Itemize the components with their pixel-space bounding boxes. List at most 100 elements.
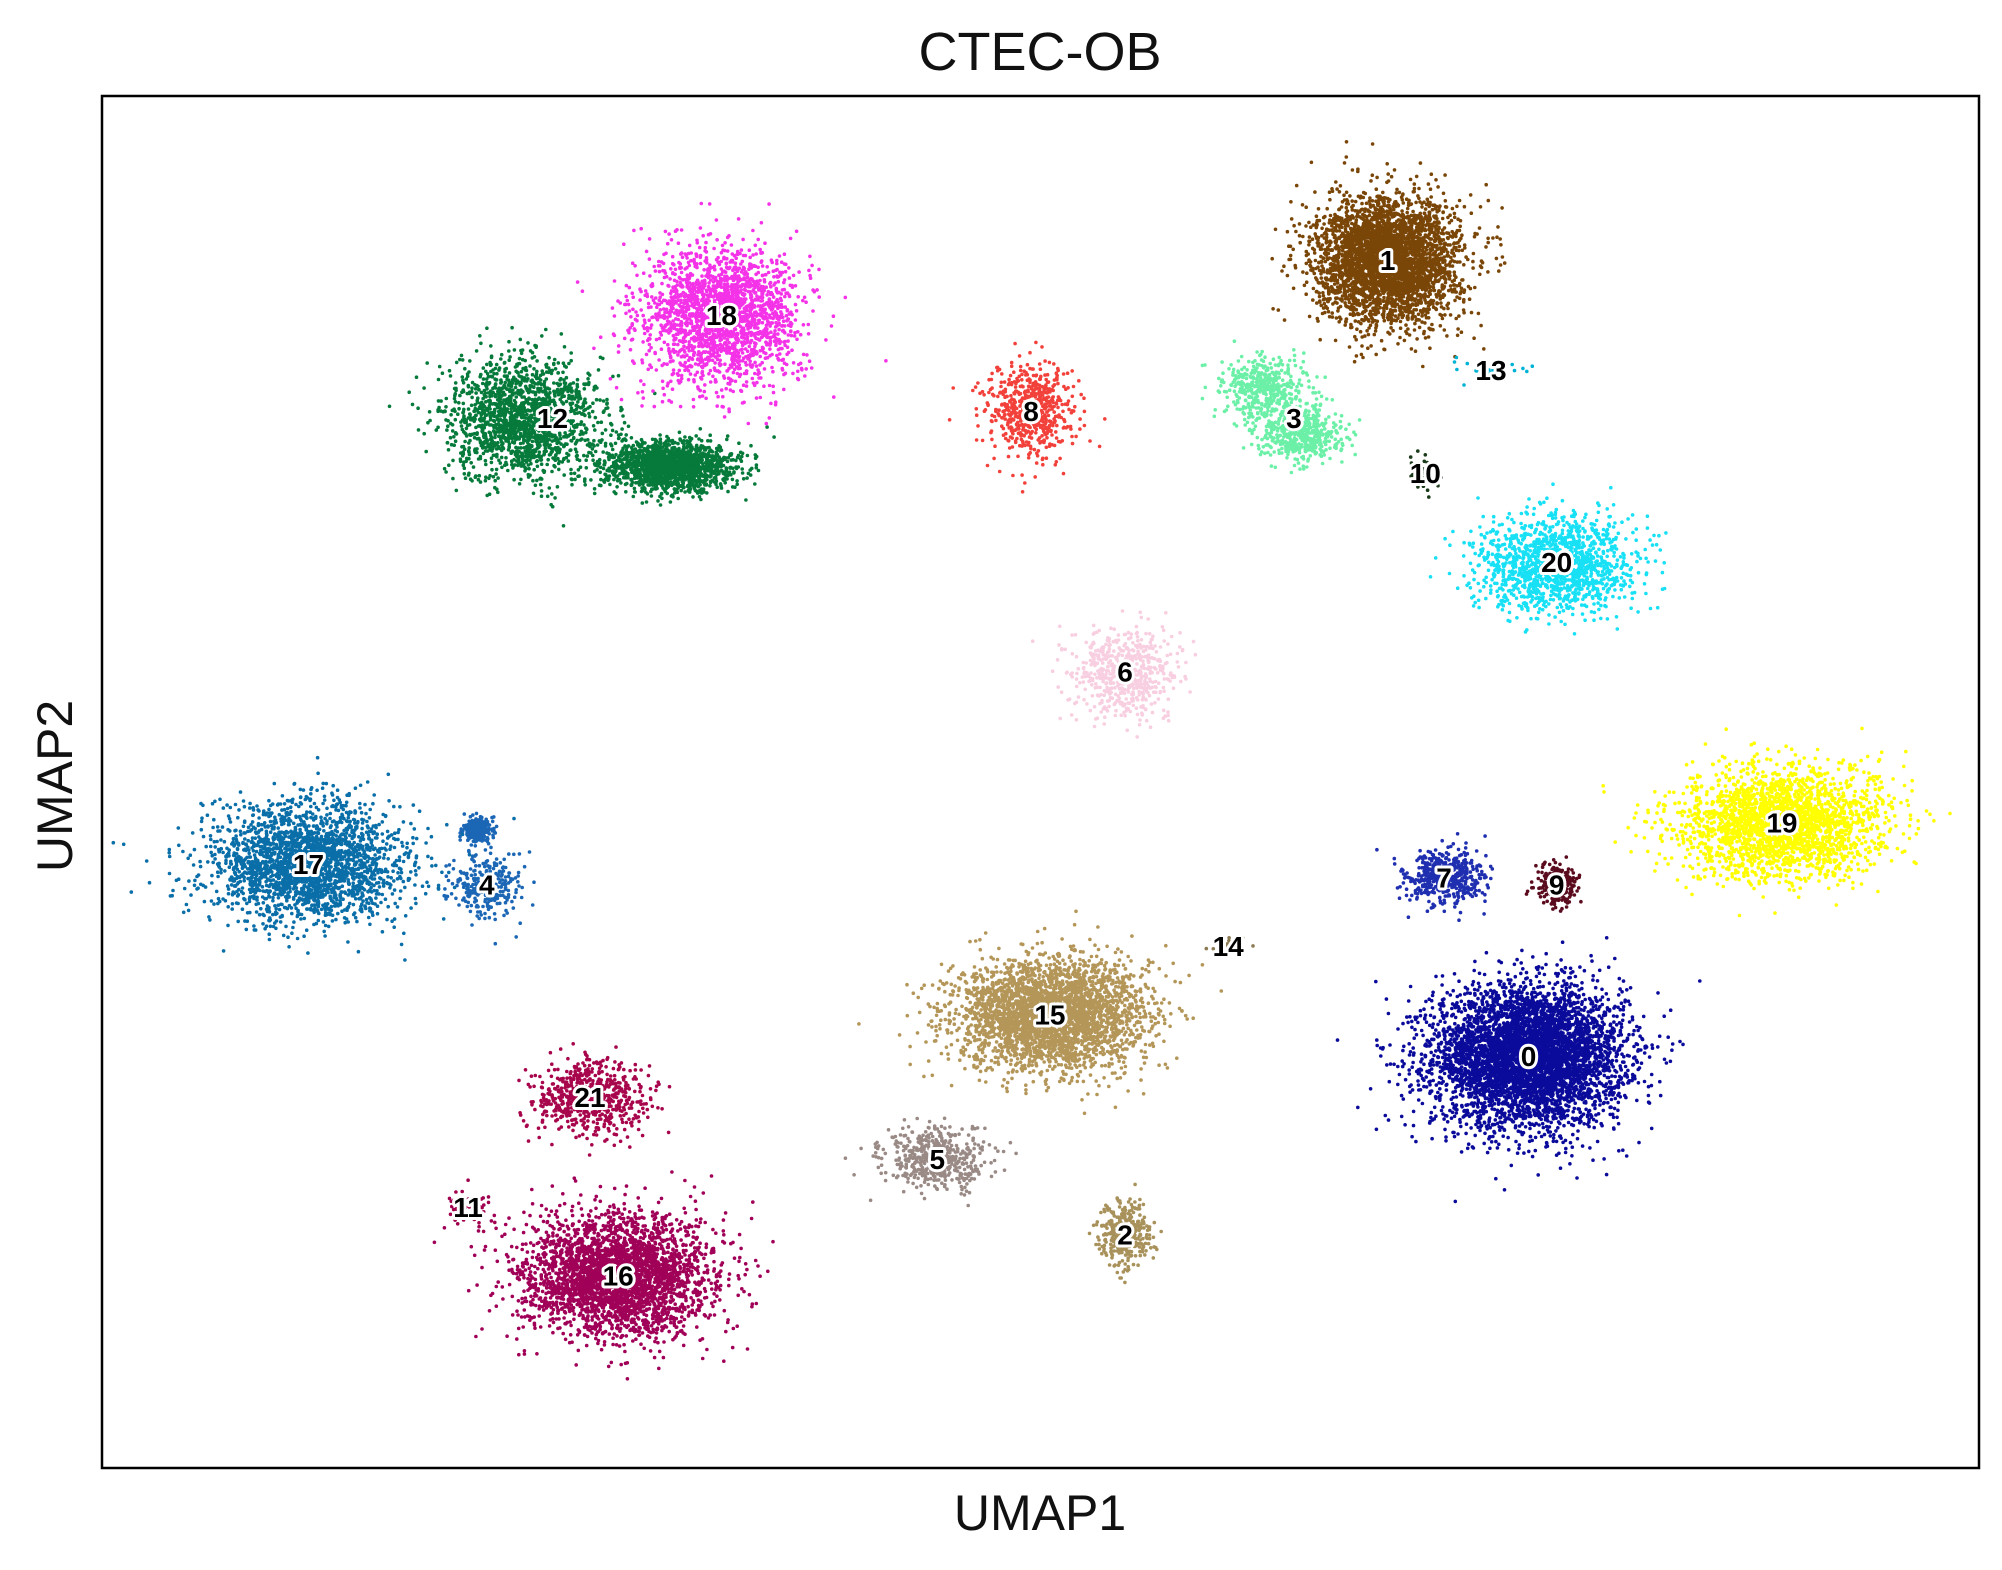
data-point (1551, 1139, 1556, 1144)
data-point (1559, 968, 1564, 972)
data-point (1518, 984, 1523, 989)
data-point (1562, 1054, 1567, 1059)
data-point (1441, 1001, 1445, 1005)
data-point (1589, 1113, 1593, 1117)
data-point (1606, 1075, 1611, 1080)
data-point (1470, 1044, 1474, 1048)
data-point (1489, 1031, 1493, 1035)
data-point (1460, 1103, 1464, 1108)
data-point (1628, 986, 1633, 990)
data-point (1589, 953, 1593, 958)
data-point (1583, 1093, 1587, 1097)
data-point (1583, 1026, 1588, 1031)
data-point (1481, 1010, 1485, 1014)
data-point (1436, 1045, 1441, 1050)
data-point (1472, 1041, 1477, 1045)
data-point (1484, 950, 1489, 955)
data-point (1475, 1064, 1480, 1069)
data-point (1491, 1027, 1496, 1031)
data-point (1577, 988, 1581, 992)
data-point (1636, 1067, 1640, 1072)
data-point (1564, 1024, 1569, 1029)
data-point (1616, 1005, 1620, 1010)
data-point (1583, 1056, 1588, 1060)
data-point (1627, 1032, 1631, 1037)
data-point (1532, 1094, 1536, 1098)
data-point (1592, 1024, 1596, 1028)
data-point (1584, 1107, 1588, 1112)
data-point (1528, 979, 1533, 983)
data-point (1476, 1125, 1480, 1130)
data-point (1429, 1115, 1433, 1120)
data-point (1670, 1042, 1675, 1046)
data-point (1453, 1037, 1457, 1042)
data-point (1517, 1002, 1521, 1006)
data-point (1553, 992, 1557, 996)
data-point (1512, 962, 1517, 967)
data-point (1550, 1101, 1554, 1106)
data-point (1368, 1087, 1373, 1091)
data-point (1396, 1027, 1400, 1031)
data-point (1484, 1020, 1489, 1025)
data-point (1500, 1087, 1505, 1091)
data-point (1488, 1146, 1492, 1151)
data-point (1541, 1108, 1545, 1113)
data-point (1536, 1173, 1540, 1177)
data-point (1408, 1014, 1412, 1019)
data-point (1504, 1117, 1508, 1122)
data-point (1535, 1079, 1540, 1083)
data-point (1374, 1127, 1379, 1132)
data-point (1532, 1110, 1537, 1114)
data-point (1507, 1109, 1511, 1114)
data-point (1437, 1031, 1441, 1035)
data-point (1571, 1006, 1576, 1011)
data-point (1506, 1065, 1510, 1070)
data-point (1536, 1030, 1541, 1034)
data-point (1632, 1074, 1637, 1078)
data-point (1444, 1088, 1449, 1092)
data-point (1436, 1090, 1440, 1095)
data-point (1530, 1100, 1535, 1105)
data-point (1442, 1117, 1446, 1121)
data-point (1416, 1083, 1421, 1087)
data-point (1562, 1082, 1566, 1086)
data-point (1479, 1123, 1484, 1128)
data-point (1533, 1148, 1538, 1153)
data-point (1388, 1043, 1392, 1047)
data-point (1594, 1061, 1598, 1066)
data-point (1453, 1046, 1458, 1050)
data-point (1492, 1129, 1496, 1134)
data-point (1503, 1023, 1507, 1027)
data-point (1581, 1112, 1586, 1116)
data-point (1612, 1020, 1616, 1024)
data-point (1570, 1035, 1574, 1039)
data-point (1594, 1019, 1599, 1024)
data-point (1443, 1062, 1448, 1066)
data-point (1611, 1014, 1616, 1018)
data-point (1453, 1005, 1458, 1010)
data-point (1616, 1108, 1620, 1113)
data-point (1586, 1041, 1591, 1045)
data-point (1547, 981, 1552, 985)
data-point (1599, 1061, 1603, 1065)
data-point (1516, 1026, 1520, 1030)
data-point (1526, 1110, 1530, 1115)
data-point (1396, 1082, 1400, 1087)
data-point (1492, 1036, 1496, 1040)
data-point (1480, 1002, 1485, 1007)
data-point (1444, 1083, 1448, 1087)
data-point (1595, 1139, 1600, 1144)
data-point (1492, 1007, 1496, 1012)
data-point (1507, 1117, 1512, 1121)
data-point (1460, 1083, 1464, 1088)
data-point (1579, 1008, 1584, 1012)
data-point (1668, 1008, 1673, 1012)
data-point (1451, 1095, 1455, 1100)
data-point (1618, 1066, 1623, 1071)
data-point (1465, 987, 1470, 991)
data-point (1454, 1053, 1459, 1058)
data-point (1508, 1031, 1513, 1036)
data-point (1450, 1006, 1454, 1011)
data-point (1642, 1079, 1647, 1084)
data-point (1568, 1140, 1573, 1145)
